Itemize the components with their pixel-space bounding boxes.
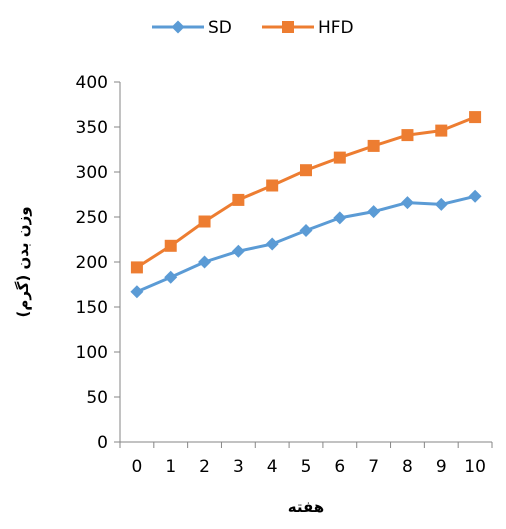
data-point-hfd	[266, 179, 279, 192]
data-point-sd	[231, 244, 245, 258]
y-tick-label: 100	[76, 343, 108, 363]
data-point-hfd	[300, 164, 312, 177]
data-point-sd	[367, 205, 381, 219]
y-tick-label: 250	[76, 208, 108, 228]
data-point-hfd	[367, 139, 380, 152]
y-tick-label: 350	[76, 118, 108, 138]
legend-marker-sd	[171, 20, 185, 34]
data-point-hfd	[198, 215, 211, 228]
x-tick-label: 3	[233, 457, 244, 477]
y-tick-label: 150	[76, 298, 108, 318]
series-line-hfd	[136, 115, 476, 269]
x-tick-label: 0	[131, 457, 142, 477]
legend-label-hfd: HFD	[318, 18, 354, 38]
y-tick-label: 200	[76, 253, 108, 273]
x-tick-label: 7	[368, 457, 379, 477]
data-point-hfd	[469, 111, 482, 124]
data-point-sd	[468, 189, 482, 203]
data-point-sd	[164, 270, 178, 284]
y-tick-label: 400	[76, 73, 108, 93]
x-tick-label: 8	[402, 457, 413, 477]
data-point-sd	[400, 196, 414, 210]
x-tick-label: 6	[334, 457, 345, 477]
data-point-sd	[333, 211, 347, 225]
data-point-hfd	[435, 124, 448, 137]
series-line-sd	[136, 194, 476, 294]
data-point-sd	[434, 197, 448, 211]
data-point-hfd	[232, 193, 245, 206]
data-point-sd	[130, 285, 144, 299]
x-tick-label: 4	[267, 457, 278, 477]
axis-titles: هفته وزن بدن (گرم)	[14, 206, 324, 516]
legend: SD HFD	[152, 18, 354, 38]
y-tick-label: 50	[86, 388, 108, 408]
y-axis-title: وزن بدن (گرم)	[14, 206, 32, 317]
x-tick-label: 9	[436, 457, 447, 477]
x-tick-label: 1	[165, 457, 176, 477]
data-point-hfd	[333, 151, 346, 164]
data-point-sd	[265, 237, 279, 251]
x-tick-label: 2	[199, 457, 210, 477]
legend-label-sd: SD	[208, 18, 232, 38]
data-point-hfd	[130, 261, 143, 274]
axes: 0 50 100 150 200 250 300 350 400 0 1 2 3 4 5 6 7 8 9 10	[76, 73, 493, 477]
legend-marker-hfd	[282, 21, 294, 33]
data-point-hfd	[401, 129, 414, 142]
data-point-sd	[198, 255, 212, 269]
series	[130, 111, 482, 299]
x-tick-label: 10	[464, 457, 486, 477]
x-tick-label: 5	[301, 457, 312, 477]
y-tick-label: 300	[76, 163, 108, 183]
y-tick-label: 0	[97, 433, 108, 453]
data-point-sd	[299, 224, 313, 237]
data-point-hfd	[164, 239, 177, 252]
x-axis-title: هفته	[288, 498, 324, 516]
